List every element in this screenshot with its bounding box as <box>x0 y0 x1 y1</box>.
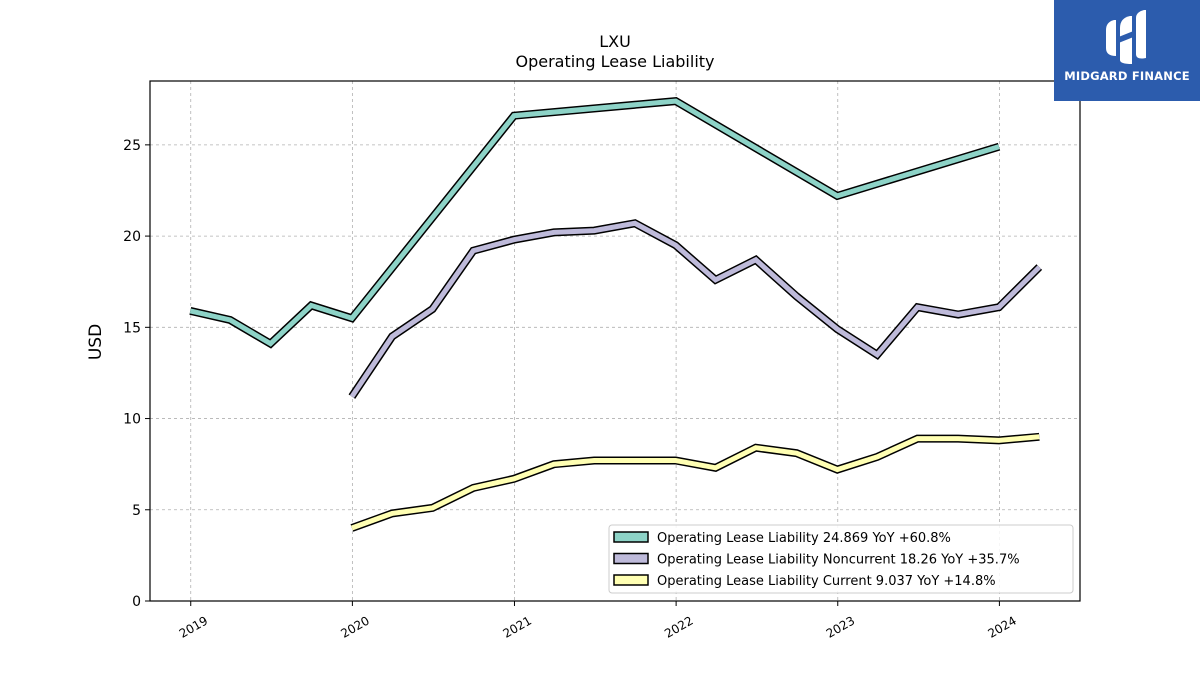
series-group <box>189 97 1043 532</box>
brand-mark-icon <box>1106 10 1146 64</box>
legend-entry: Operating Lease Liability 24.869 YoY +60… <box>657 531 951 546</box>
y-tick-label: 0 <box>132 594 141 610</box>
series-3 <box>350 432 1040 532</box>
x-tick-label: 2022 <box>662 613 695 640</box>
y-tick-label: 5 <box>132 503 141 519</box>
y-tick-label: 25 <box>123 138 141 154</box>
x-tick-label: 2020 <box>338 613 371 640</box>
y-axis-label: USD <box>86 324 106 360</box>
brand-name: MIDGARD FINANCE <box>1064 69 1190 83</box>
legend-entry: Operating Lease Liability Noncurrent 18.… <box>657 553 1020 568</box>
y-tick-label: 10 <box>123 412 141 428</box>
series-line <box>189 98 1000 347</box>
brand-logo: MIDGARD FINANCE <box>1054 0 1200 101</box>
legend: Operating Lease Liability 24.869 YoY +60… <box>608 524 1074 594</box>
series-1 <box>189 97 1001 349</box>
series-line <box>349 220 1042 398</box>
x-tick-label: 2019 <box>177 613 210 640</box>
y-tick-label: 20 <box>123 229 141 245</box>
x-tick-label: 2023 <box>824 613 857 640</box>
x-tick-label: 2021 <box>501 613 534 640</box>
series-2 <box>348 219 1043 399</box>
chart-subtitle: Operating Lease Liability <box>515 52 714 71</box>
x-tick-label: 2024 <box>985 613 1018 640</box>
series-line <box>351 434 1040 531</box>
legend-swatch <box>613 531 649 543</box>
legend-entry: Operating Lease Liability Current 9.037 … <box>657 574 996 589</box>
chart-title: LXU <box>599 32 631 51</box>
y-tick-label: 15 <box>123 320 141 336</box>
legend-swatch <box>613 552 649 565</box>
grid <box>150 81 1080 602</box>
plot-frame <box>149 80 1081 602</box>
legend-frame <box>608 524 1074 594</box>
series-line-outline <box>350 432 1040 532</box>
legend-swatch <box>613 574 649 586</box>
